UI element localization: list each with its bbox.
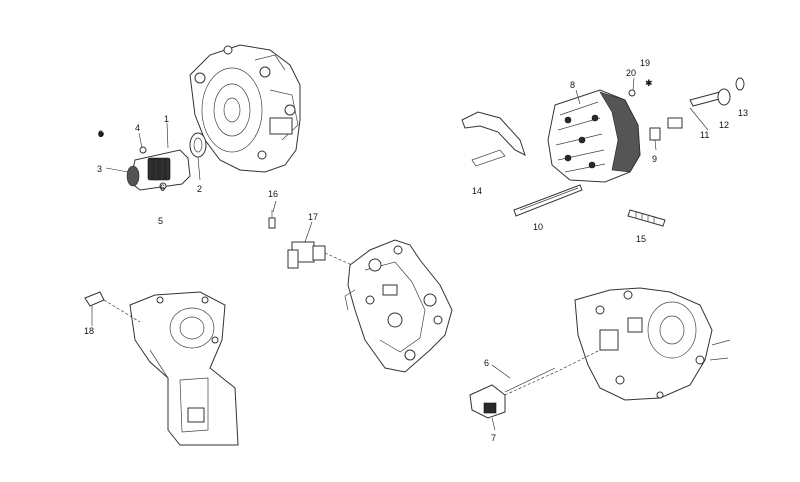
callout-11: 11 [700,130,709,140]
pump-head-assembly: ✱ [461,77,745,227]
star-mark: ✱ [645,78,653,88]
callout-19: 19 [640,58,650,68]
callout-3: 3 [97,164,102,174]
cylinder-head-assembly [469,287,731,419]
callout-10: 10 [533,222,543,232]
callout-6-dot: 6 [98,129,103,139]
cylinder-head-leaders [491,364,511,431]
callout-4: 4 [135,123,140,133]
pump-housing-leaders [105,122,201,181]
pump-housing-assembly [98,44,301,191]
callout-2: 2 [197,184,202,194]
callout-15: 15 [636,234,646,244]
callout-16: 16 [268,189,278,199]
callout-1: 1 [164,114,169,124]
callout-6-bottom: 6 [484,358,489,368]
callout-13: 13 [738,108,748,118]
callout-5: 5 [158,216,163,226]
callout-17: 17 [308,212,318,222]
valve-block-assembly [268,210,453,373]
callout-9: 9 [652,154,657,164]
callout-8: 8 [570,80,575,90]
pump-head-leaders [575,77,709,151]
valve-block-leaders [272,200,313,243]
callout-18: 18 [84,326,94,336]
callout-12: 12 [719,120,729,130]
callout-6: 6 [160,183,165,193]
callout-20: 20 [626,68,636,78]
callout-14: 14 [472,186,482,196]
callout-7: 7 [491,433,496,443]
mounting-bracket-assembly [84,291,239,446]
